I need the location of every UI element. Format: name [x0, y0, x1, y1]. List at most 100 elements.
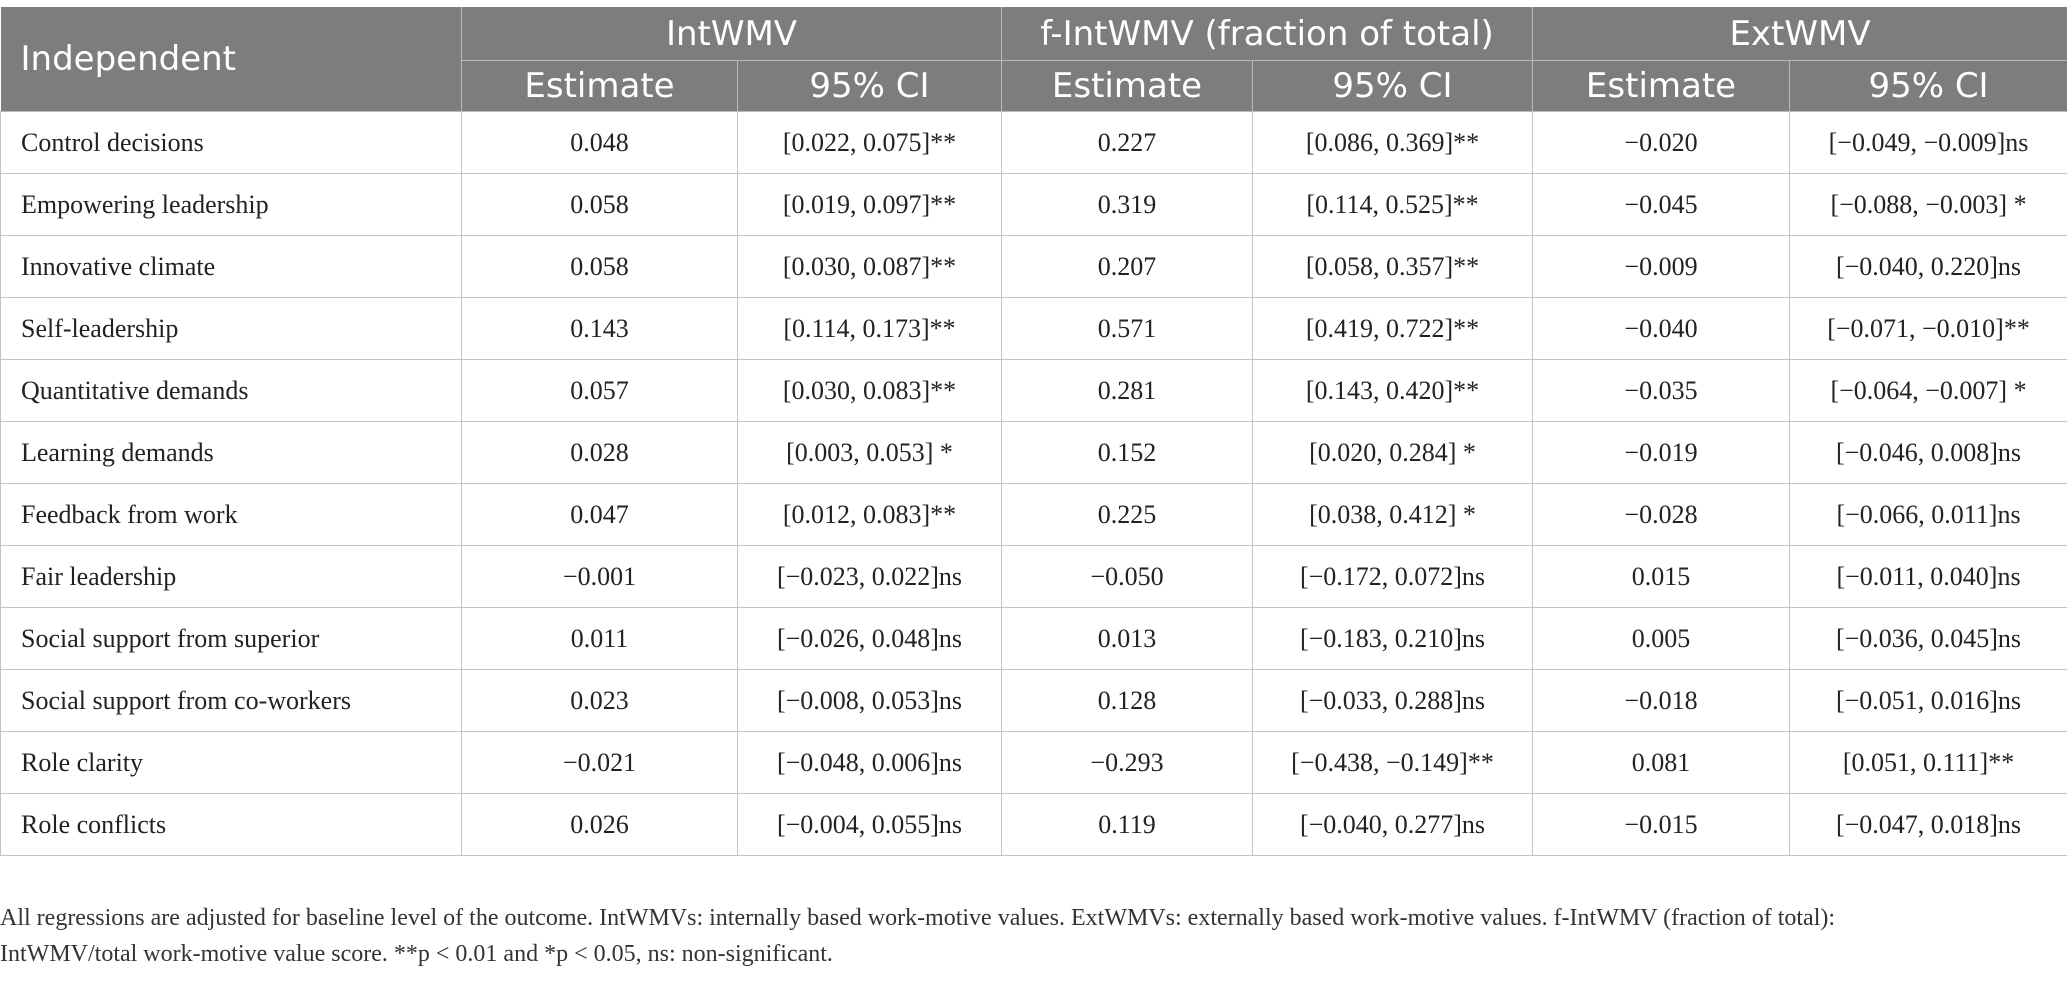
ci-cell: [0.030, 0.087]** — [737, 235, 1002, 298]
table-row: Innovative climate 0.058 [0.030, 0.087]** 0… — [0, 235, 2067, 298]
header-ci: 95% CI — [1789, 60, 2067, 112]
estimate-cell: 0.028 — [461, 421, 738, 484]
row-label: Innovative climate — [0, 235, 462, 298]
row-label: Self-leadership — [0, 297, 462, 360]
estimate-cell: −0.015 — [1532, 793, 1791, 856]
estimate-cell: 0.281 — [1001, 359, 1253, 422]
row-label: Role clarity — [0, 731, 462, 794]
estimate-cell: −0.001 — [461, 545, 738, 608]
header-estimate: Estimate — [461, 60, 738, 112]
estimate-cell: −0.018 — [1532, 669, 1791, 732]
estimate-cell: 0.319 — [1001, 173, 1253, 236]
estimate-cell: −0.293 — [1001, 731, 1253, 794]
estimate-cell: 0.026 — [461, 793, 738, 856]
ci-cell: [−0.023, 0.022]ns — [737, 545, 1002, 608]
header-group-extwmv: ExtWMV — [1532, 7, 2067, 61]
table-row: Role clarity −0.021 [−0.048, 0.006]ns −0.29… — [0, 731, 2067, 794]
ci-cell: [0.419, 0.722]** — [1251, 297, 1534, 360]
estimate-cell: 0.081 — [1532, 731, 1791, 794]
ci-cell: [−0.049, −0.009]ns — [1789, 111, 2067, 174]
header-group-f-intwmv: f-IntWMV (fraction of total) — [1001, 7, 1534, 61]
table-row: Feedback from work 0.047 [0.012, 0.083]** 0… — [0, 483, 2067, 546]
header-estimate: Estimate — [1532, 60, 1791, 112]
ci-cell: [−0.033, 0.288]ns — [1251, 669, 1534, 732]
row-label: Quantitative demands — [0, 359, 462, 422]
estimate-cell: 0.023 — [461, 669, 738, 732]
ci-cell: [0.114, 0.173]** — [737, 297, 1002, 360]
ci-cell: [0.022, 0.075]** — [737, 111, 1002, 174]
ci-cell: [−0.088, −0.003] * — [1789, 173, 2067, 236]
estimate-cell: 0.011 — [461, 607, 738, 670]
ci-cell: [0.019, 0.097]** — [737, 173, 1002, 236]
header-independent: Independent — [0, 7, 462, 112]
table-row: Self-leadership 0.143 [0.114, 0.173]** 0.57… — [0, 297, 2067, 360]
table-row: Learning demands 0.028 [0.003, 0.053] * 0.1… — [0, 421, 2067, 484]
table-row: Control decisions 0.048 [0.022, 0.075]** 0.… — [0, 111, 2067, 174]
ci-cell: [−0.438, −0.149]** — [1251, 731, 1534, 794]
ci-cell: [0.114, 0.525]** — [1251, 173, 1534, 236]
estimate-cell: 0.058 — [461, 173, 738, 236]
ci-cell: [0.003, 0.053] * — [737, 421, 1002, 484]
estimate-cell: 0.152 — [1001, 421, 1253, 484]
estimate-cell: 0.128 — [1001, 669, 1253, 732]
row-label: Role conflicts — [0, 793, 462, 856]
table-row: Social support from superior 0.011 [−0.026… — [0, 607, 2067, 670]
estimate-cell: −0.040 — [1532, 297, 1791, 360]
estimate-cell: 0.143 — [461, 297, 738, 360]
row-label: Feedback from work — [0, 483, 462, 546]
ci-cell: [0.058, 0.357]** — [1251, 235, 1534, 298]
ci-cell: [−0.071, −0.010]** — [1789, 297, 2067, 360]
estimate-cell: 0.058 — [461, 235, 738, 298]
estimate-cell: 0.015 — [1532, 545, 1791, 608]
ci-cell: [−0.040, 0.277]ns — [1251, 793, 1534, 856]
ci-cell: [0.012, 0.083]** — [737, 483, 1002, 546]
table-row: Fair leadership −0.001 [−0.023, 0.022]ns −0… — [0, 545, 2067, 608]
ci-cell: [−0.004, 0.055]ns — [737, 793, 1002, 856]
estimate-cell: 0.047 — [461, 483, 738, 546]
estimate-cell: 0.005 — [1532, 607, 1791, 670]
estimate-cell: −0.020 — [1532, 111, 1791, 174]
ci-cell: [−0.046, 0.008]ns — [1789, 421, 2067, 484]
estimate-cell: −0.019 — [1532, 421, 1791, 484]
ci-cell: [0.020, 0.284] * — [1251, 421, 1534, 484]
ci-cell: [−0.011, 0.040]ns — [1789, 545, 2067, 608]
estimate-cell: 0.571 — [1001, 297, 1253, 360]
ci-cell: [−0.064, −0.007] * — [1789, 359, 2067, 422]
footnote-line: All regressions are adjusted for baselin… — [0, 905, 1836, 931]
estimate-cell: 0.057 — [461, 359, 738, 422]
estimate-cell: 0.227 — [1001, 111, 1253, 174]
row-label: Empowering leadership — [0, 173, 462, 236]
table-row: Quantitative demands 0.057 [0.030, 0.083]*… — [0, 359, 2067, 422]
estimate-cell: 0.048 — [461, 111, 738, 174]
header-estimate: Estimate — [1001, 60, 1253, 112]
ci-cell: [−0.026, 0.048]ns — [737, 607, 1002, 670]
regression-table: Independent IntWMV f-IntWMV (fraction of… — [0, 7, 2067, 856]
ci-cell: [−0.051, 0.016]ns — [1789, 669, 2067, 732]
row-label: Fair leadership — [0, 545, 462, 608]
ci-cell: [−0.008, 0.053]ns — [737, 669, 1002, 732]
ci-cell: [−0.172, 0.072]ns — [1251, 545, 1534, 608]
ci-cell: [−0.066, 0.011]ns — [1789, 483, 2067, 546]
estimate-cell: −0.035 — [1532, 359, 1791, 422]
row-label: Learning demands — [0, 421, 462, 484]
ci-cell: [0.086, 0.369]** — [1251, 111, 1534, 174]
estimate-cell: 0.119 — [1001, 793, 1253, 856]
estimate-cell: −0.050 — [1001, 545, 1253, 608]
ci-cell: [−0.047, 0.018]ns — [1789, 793, 2067, 856]
ci-cell: [−0.183, 0.210]ns — [1251, 607, 1534, 670]
header-ci: 95% CI — [1252, 60, 1534, 112]
estimate-cell: −0.021 — [461, 731, 738, 794]
ci-cell: [0.030, 0.083]** — [737, 359, 1002, 422]
table-row: Social support from co-workers 0.023 [−0.0… — [0, 669, 2067, 732]
ci-cell: [−0.036, 0.045]ns — [1789, 607, 2067, 670]
row-label: Social support from superior — [0, 607, 462, 670]
estimate-cell: 0.013 — [1001, 607, 1253, 670]
estimate-cell: −0.045 — [1532, 173, 1791, 236]
table-footnote: All regressions are adjusted for baselin… — [0, 900, 2050, 972]
ci-cell: [0.143, 0.420]** — [1251, 359, 1534, 422]
footnote-line: IntWMV/total work-motive value score. **… — [0, 941, 833, 967]
ci-cell: [0.051, 0.111]** — [1789, 731, 2067, 794]
header-group-intwmv: IntWMV — [461, 7, 1002, 61]
estimate-cell: 0.225 — [1001, 483, 1253, 546]
row-label: Social support from co-workers — [0, 669, 462, 732]
